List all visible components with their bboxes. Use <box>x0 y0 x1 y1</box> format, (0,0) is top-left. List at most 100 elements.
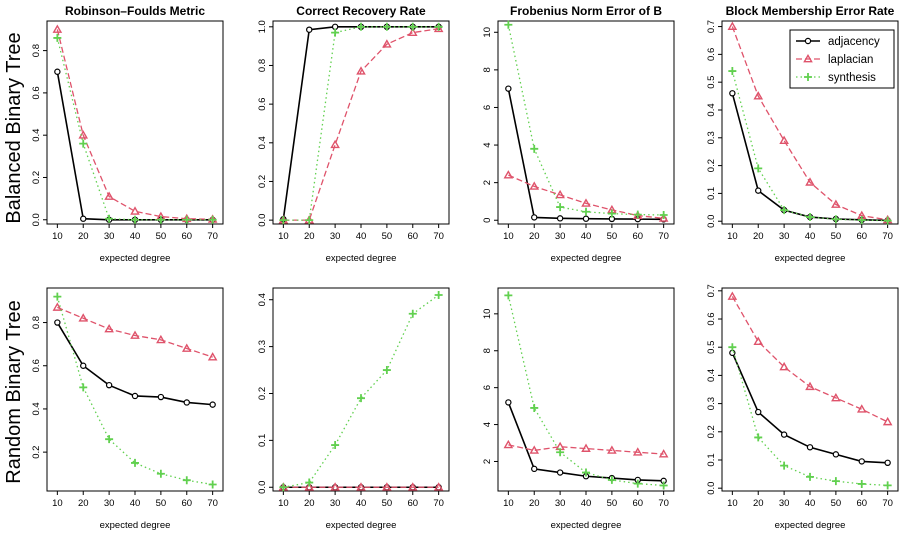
data-point-synthesis <box>182 215 191 224</box>
data-point-synthesis <box>357 394 365 403</box>
data-point-adjacency <box>105 381 113 389</box>
data-point-synthesis <box>780 461 789 470</box>
data-point-synthesis <box>382 366 391 375</box>
data-point-synthesis <box>305 478 314 487</box>
data-point-laplacian <box>581 198 591 207</box>
data-point-synthesis <box>408 309 417 318</box>
data-point-adjacency <box>582 215 590 222</box>
data-point-synthesis <box>131 458 139 467</box>
y-tick-label: 0.6 <box>257 98 268 111</box>
panel-7: 10 20 30 40 50 60 70 2 4 6 8 10 expected degree <box>482 287 675 531</box>
x-tick-label: 50 <box>382 231 393 242</box>
data-point-laplacian <box>805 381 815 391</box>
panel-8: 10 20 30 40 50 60 70 0.0 0.1 0.2 0.3 0.4 0.5 0.6 0.7 ex… <box>706 284 899 531</box>
y-tick-label: 0.7 <box>706 20 717 33</box>
data-point-synthesis <box>806 213 814 222</box>
y-tick-label: 0.2 <box>257 387 268 400</box>
panel-3: Frobenius Norm Error of B 10 20 30 40 50 60 70 0… <box>482 4 675 264</box>
y-tick-label: 0.5 <box>706 76 717 89</box>
x-tick-label: 70 <box>207 498 218 509</box>
data-point-synthesis <box>857 216 866 225</box>
data-point-laplacian <box>407 27 418 36</box>
data-point-laplacian <box>831 392 841 402</box>
y-tick-label: 4 <box>482 142 493 147</box>
x-tick-label: 60 <box>407 231 418 242</box>
data-point-laplacian <box>503 439 514 449</box>
y-tick-label: 0.4 <box>31 129 42 142</box>
data-point-synthesis <box>728 343 737 352</box>
x-tick-label: 20 <box>78 498 89 509</box>
data-point-synthesis <box>633 210 642 219</box>
data-point-laplacian <box>658 449 669 458</box>
legend-item-synthesis: synthesis <box>796 72 876 84</box>
data-point-adjacency <box>755 187 762 194</box>
x-tick-label: 40 <box>581 231 592 242</box>
x-tick-label: 20 <box>304 231 315 242</box>
data-point-adjacency <box>306 26 313 33</box>
series-synthesis <box>279 22 443 225</box>
data-point-laplacian <box>52 302 63 311</box>
y-tick-label: 2 <box>482 180 493 185</box>
data-point-synthesis <box>131 215 139 224</box>
x-tick-label: 70 <box>433 498 444 509</box>
x-tick-label: 10 <box>52 231 63 242</box>
x-tick-label: 50 <box>607 498 618 509</box>
data-point-synthesis <box>607 209 616 218</box>
data-point-laplacian <box>104 324 114 333</box>
data-point-synthesis <box>831 215 840 224</box>
x-axis-label: expected degree <box>775 520 846 531</box>
x-tick-label: 20 <box>78 231 89 242</box>
x-tick-label: 30 <box>555 231 566 242</box>
legend-marker-laplacian <box>803 53 813 63</box>
x-tick-label: 10 <box>278 498 289 509</box>
data-point-laplacian <box>805 177 815 186</box>
y-tick-label: 0.0 <box>257 214 268 227</box>
x-tick-label: 50 <box>382 498 393 509</box>
x-axis-label: expected degree <box>326 520 397 531</box>
panel-2: Correct Recovery Rate 10 20 30 40 50 60 70 0.0 0.… <box>257 4 450 264</box>
data-point-synthesis <box>728 67 737 76</box>
data-point-synthesis <box>530 403 539 412</box>
y-tick-label: 6 <box>482 385 493 390</box>
x-tick-label: 50 <box>156 231 167 242</box>
panel-title: Correct Recovery Rate <box>296 4 426 18</box>
data-point-adjacency <box>183 399 190 406</box>
x-axis-label: expected degree <box>326 253 397 264</box>
data-point-synthesis <box>79 139 88 148</box>
panel-5: 10 20 30 40 50 60 70 0.2 0.4 0.6 0.8 expected degre… <box>31 287 224 531</box>
data-point-laplacian <box>130 206 140 215</box>
panel-1: Robinson–Foulds Metric 10 20 30 40 50 60 70 0.0 0… <box>31 4 224 264</box>
data-point-adjacency <box>131 392 139 400</box>
data-point-synthesis <box>357 22 365 31</box>
x-axis-label: expected degree <box>775 253 846 264</box>
data-point-laplacian <box>831 199 841 208</box>
data-point-synthesis <box>831 477 840 486</box>
y-tick-label: 0.7 <box>706 284 717 297</box>
data-point-adjacency <box>505 399 512 406</box>
data-point-laplacian <box>658 213 669 222</box>
x-tick-label: 40 <box>581 498 592 509</box>
data-point-laplacian <box>779 361 789 371</box>
data-point-laplacian <box>130 330 140 339</box>
y-tick-label: 0.2 <box>31 446 42 459</box>
panel-title: Robinson–Foulds Metric <box>65 4 205 18</box>
data-point-adjacency <box>157 393 165 401</box>
data-point-laplacian <box>503 170 514 179</box>
x-tick-label: 30 <box>779 231 790 242</box>
data-point-synthesis <box>279 483 288 492</box>
series-line-laplacian <box>508 444 664 455</box>
data-point-laplacian <box>433 482 444 491</box>
x-tick-label: 60 <box>181 498 192 509</box>
data-point-synthesis <box>582 468 590 477</box>
data-point-laplacian <box>607 445 617 454</box>
y-tick-label: 0.0 <box>31 213 42 226</box>
x-tick-label: 30 <box>104 231 115 242</box>
x-axis-label: expected degree <box>551 520 622 531</box>
data-point-synthesis <box>105 214 114 223</box>
data-point-synthesis <box>883 481 892 490</box>
data-point-synthesis <box>883 216 892 225</box>
data-point-synthesis <box>53 292 62 301</box>
data-point-adjacency <box>80 362 87 369</box>
data-point-adjacency <box>729 90 736 97</box>
y-tick-label: 0.4 <box>257 293 268 306</box>
